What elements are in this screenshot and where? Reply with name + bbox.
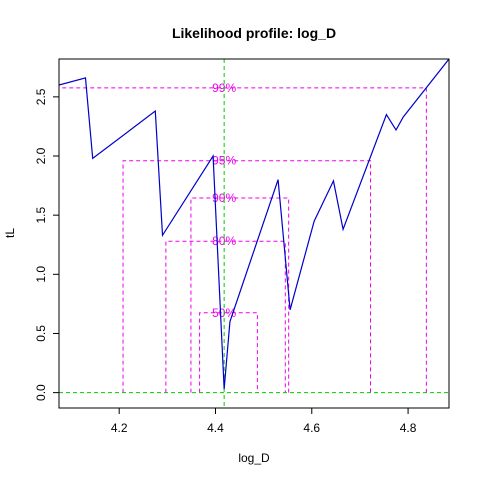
ci-box-90 [190, 197, 290, 393]
y-tick-label: 2.5 [34, 88, 48, 105]
ci-box-80 [165, 240, 286, 393]
x-tick-label: 4.2 [111, 421, 128, 435]
y-tick-label: 1.0 [34, 266, 48, 283]
x-axis-title: log_D [238, 451, 270, 465]
plot-layer: 50%80%90%95%99% [59, 59, 449, 408]
y-axis-title: tL [3, 228, 17, 238]
x-tick-label: 4.4 [207, 421, 224, 435]
ci-label-90: 90% [212, 191, 236, 205]
x-tick-label: 4.6 [303, 421, 320, 435]
profile-line-0 [59, 59, 449, 390]
ci-box-50 [199, 312, 258, 393]
ci-box-99 [59, 87, 427, 393]
y-tick-label: 0.5 [34, 325, 48, 342]
y-tick-label: 1.5 [34, 206, 48, 223]
ci-box-95 [122, 160, 372, 393]
plot-frame [58, 58, 450, 409]
x-tick-label: 4.8 [400, 421, 417, 435]
y-tick-label: 0.0 [34, 384, 48, 401]
chart-title: Likelihood profile: log_D [172, 25, 336, 41]
y-tick-label: 2.0 [34, 147, 48, 164]
